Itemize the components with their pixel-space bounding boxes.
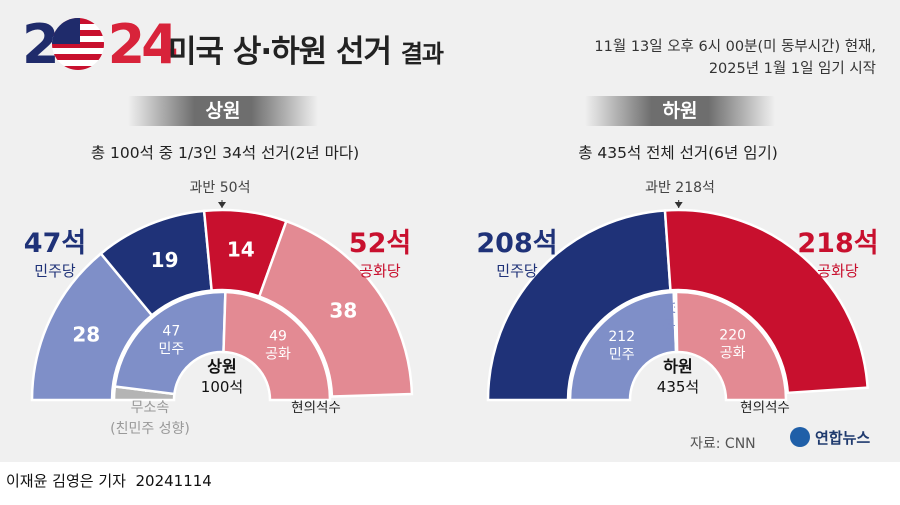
- house-section-bar: 하원: [585, 96, 775, 126]
- house-chart: 212민주3공석220공화: [486, 200, 869, 402]
- house-inner-value-2: 220: [719, 327, 746, 343]
- us-flag-icon: [52, 18, 104, 70]
- house-subtitle: 총 435석 전체 선거(6년 임기): [578, 144, 778, 162]
- house-inner-value-0: 212: [608, 329, 635, 345]
- senate-ind-label: 무소속: [131, 400, 170, 416]
- page-title: 미국 상·하원 선거 결과: [168, 26, 444, 71]
- senate-outer-label-3: 38: [329, 298, 357, 322]
- senate-subtitle: 총 100석 중 1/3인 34석 선거(2년 마다): [90, 144, 360, 162]
- senate-rep-name: 공화당: [359, 262, 401, 280]
- house-majority-arrow-icon: [674, 202, 683, 208]
- agency-logo-icon: [790, 427, 810, 447]
- senate-outer-segment-3: [257, 219, 414, 398]
- title-suffix: 결과: [400, 40, 444, 68]
- house-majority-label: 과반 218석: [645, 180, 715, 196]
- house-center-label: 하원: [663, 357, 692, 376]
- senate-inner-name-2: 공화: [265, 347, 291, 363]
- senate-outer-label-0: 28: [72, 323, 100, 347]
- senate-chart: 28191438447민주49공화: [30, 200, 414, 402]
- house-inner-segment-0: [568, 290, 678, 402]
- house-outer-segment-1: [663, 208, 869, 395]
- flag-canton: [52, 18, 80, 44]
- as-of-line2: 2025년 1월 1일 임기 시작: [708, 61, 876, 77]
- senate-ind-note: (친민주 성향): [110, 421, 190, 437]
- house-inner-note: 현의석수: [740, 400, 790, 416]
- senate-inner-segment-1: [113, 290, 227, 396]
- house-dem-total: 208석: [476, 228, 557, 259]
- house-center-total: 435석: [657, 378, 699, 396]
- senate-inner-note: 현의석수: [291, 400, 341, 416]
- senate-dem-total: 47석: [24, 228, 86, 259]
- senate-majority-label: 과반 50석: [190, 180, 251, 196]
- senate-center-total: 100석: [201, 378, 243, 396]
- title-main: 미국 상·하원 선거: [168, 34, 392, 70]
- house-inner-segment-2: [674, 290, 788, 402]
- house-dem-name: 민주당: [496, 262, 538, 280]
- source-label: 자료: CNN: [690, 436, 756, 452]
- byline: 이재윤 김영은 기자: [6, 472, 126, 490]
- year-digits-24: 24: [107, 13, 179, 76]
- senate-inner-value-2: 49: [269, 329, 287, 345]
- footer-byline: 이재윤 김영은 기자 20241114: [6, 470, 212, 491]
- senate-outer-label-1: 19: [151, 248, 179, 272]
- house-inner-name-0: 민주: [609, 347, 635, 363]
- senate-rep-total: 52석: [349, 228, 411, 259]
- senate-majority-arrow-icon: [218, 202, 226, 208]
- house-outer-segment-0: [486, 209, 672, 402]
- house-inner-name-2: 공화: [720, 345, 746, 361]
- house-rep-total: 218석: [797, 228, 878, 259]
- as-of-line1: 11월 13일 오후 6시 00분(미 동부시간) 현재,: [594, 39, 876, 55]
- senate-center-label: 상원: [207, 357, 236, 376]
- senate-inner-name-1: 민주: [158, 342, 184, 358]
- senate-section-bar: 상원: [128, 96, 318, 126]
- byline-date: 20241114: [135, 472, 212, 490]
- senate-outer-label-2: 14: [227, 238, 255, 262]
- senate-dem-name: 민주당: [34, 262, 76, 280]
- senate-inner-segment-2: [222, 290, 332, 402]
- as-of-note: 11월 13일 오후 6시 00분(미 동부시간) 현재, 2025년 1월 1…: [594, 36, 876, 80]
- senate-inner-value-1: 47: [162, 324, 180, 340]
- agency-name: 연합뉴스: [815, 429, 870, 447]
- house-rep-name: 공화당: [817, 262, 859, 280]
